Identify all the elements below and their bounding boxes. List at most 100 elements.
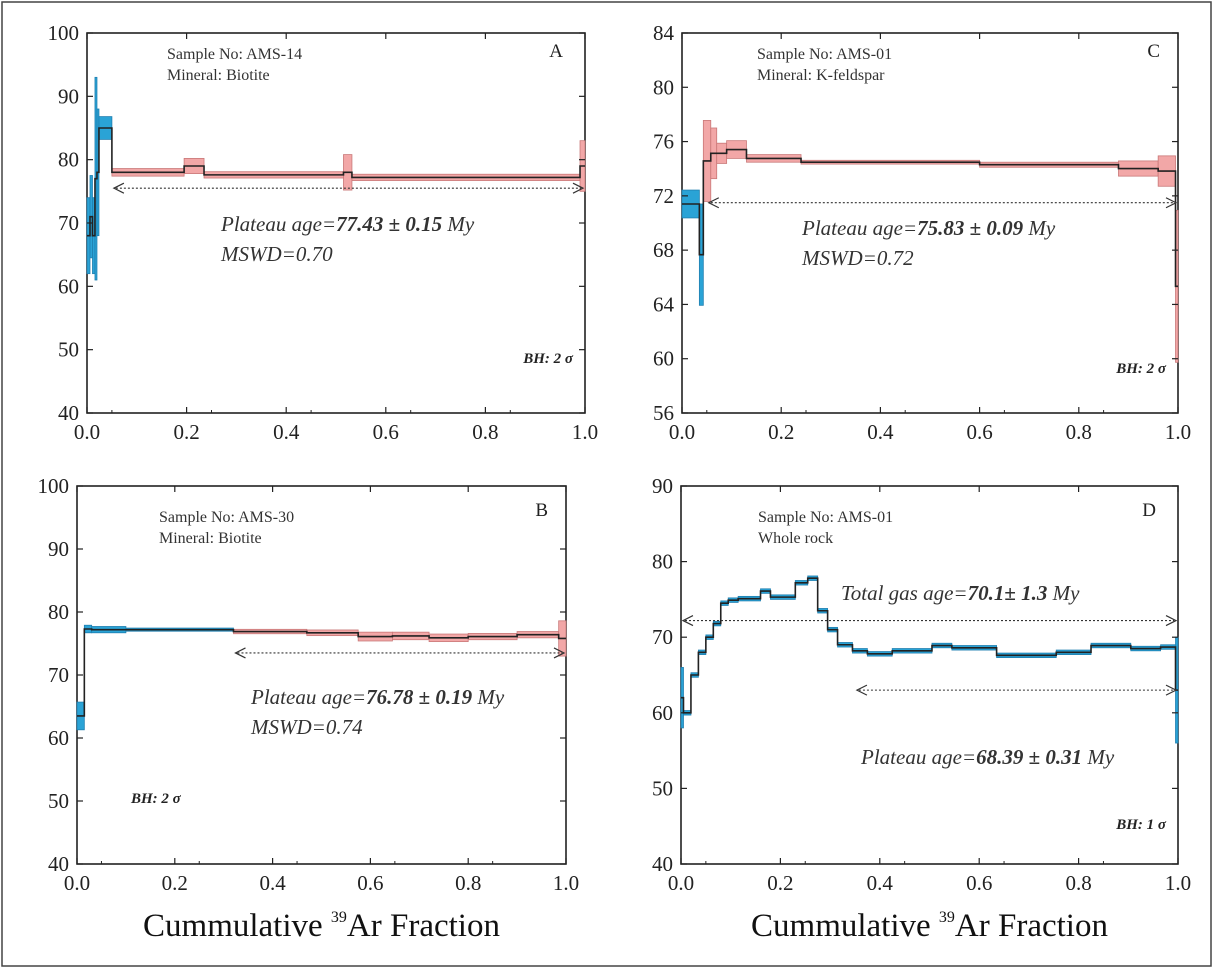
y-tick-label-d-5: 90 xyxy=(652,474,673,498)
chart-panel-d: 0.0 0.2 0.4 0.6 0.8 1.0 40 50 60 70 80 90 Sample No:… xyxy=(652,474,1191,944)
y-tick-label-c-6: 80 xyxy=(653,75,674,99)
mineral-label-d: Whole rock xyxy=(758,530,833,547)
plateau-age-c-value: 75.83 ± 0.09 xyxy=(917,216,1024,240)
plateau-arrow-c-head-left xyxy=(707,197,720,209)
plateau-age-a-prefix: Plateau age= xyxy=(220,212,336,236)
mineral-label-a: Mineral: Biotite xyxy=(167,67,270,84)
mineral-label-b: Mineral: Biotite xyxy=(159,530,262,547)
spectrum-line-b xyxy=(77,628,566,717)
y-tick-label-c-5: 76 xyxy=(653,130,674,154)
plateau-age-c-suffix: My xyxy=(1023,216,1056,240)
x-tick-label-a-2: 0.4 xyxy=(273,420,300,444)
x-tick-label-c-1: 0.2 xyxy=(768,420,794,444)
spectrum-line-a xyxy=(87,127,585,237)
x-tick-label-d-5: 1.0 xyxy=(1165,871,1191,895)
axis-ticks-d: 0.0 0.2 0.4 0.6 0.8 1.0 40 50 60 70 80 90 xyxy=(652,474,1191,895)
y-tick-label-b-3: 70 xyxy=(48,663,69,687)
plateau-arrow-c xyxy=(707,197,1178,209)
mineral-label-c: Mineral: K-feldspar xyxy=(757,67,885,84)
plateau-arrow-a xyxy=(112,182,585,194)
y-tick-label-b-5: 90 xyxy=(48,537,69,561)
panel-letter-b: B xyxy=(535,500,548,521)
plot-area-b xyxy=(76,485,567,865)
panel-letter-c: C xyxy=(1147,41,1160,62)
y-tick-label-b-1: 50 xyxy=(48,789,69,813)
panels: 0.0 0.2 0.4 0.6 0.8 1.0 40 50 60 70 80 90 100 Sample … xyxy=(38,21,1192,944)
x-tick-label-d-1: 0.2 xyxy=(767,871,793,895)
y-tick-label-d-2: 60 xyxy=(652,701,673,725)
chart-panel-a: 0.0 0.2 0.4 0.6 0.8 1.0 40 50 60 70 80 90 100 Sample … xyxy=(48,21,599,444)
x-tick-label-a-1: 0.2 xyxy=(173,420,199,444)
x-axis-label-post: Ar Fraction xyxy=(955,908,1108,944)
y-tick-label-a-3: 70 xyxy=(58,211,79,235)
bh-label-c: BH: 2 σ xyxy=(1115,361,1167,377)
x-tick-label-d-4: 0.8 xyxy=(1065,871,1091,895)
x-tick-label-d-0: 0.0 xyxy=(668,871,694,895)
bh-label-d: BH: 1 σ xyxy=(1115,817,1167,833)
plateau-age-c: Plateau age=75.83 ± 0.09 My xyxy=(801,216,1056,240)
x-tick-label-b-0: 0.0 xyxy=(64,871,90,895)
plateau-age-b: Plateau age=76.78 ± 0.19 My xyxy=(250,685,505,709)
x-axis-label-post: Ar Fraction xyxy=(347,908,500,944)
y-tick-label-a-5: 90 xyxy=(58,84,79,108)
plateau-arrow-b-head-right xyxy=(553,647,566,659)
spectrum-line-d xyxy=(681,577,1178,714)
y-tick-label-b-2: 60 xyxy=(48,726,69,750)
y-tick-label-c-1: 60 xyxy=(653,347,674,371)
plateau-age-b-value: 76.78 ± 0.19 xyxy=(366,685,473,709)
plateau-arrow-d xyxy=(855,684,1178,696)
plateau-age-d-prefix: Plateau age= xyxy=(860,745,976,769)
mswd-a: MSWD=0.70 xyxy=(220,242,333,266)
sample-label-d: Sample No: AMS-01 xyxy=(758,509,893,526)
plateau-age-a-suffix: My xyxy=(442,212,475,236)
plateau-age-b-prefix: Plateau age= xyxy=(250,685,366,709)
y-tick-label-c-7: 84 xyxy=(653,21,675,45)
total-gas-age-d-value: 70.1± 1.3 xyxy=(968,581,1048,605)
x-tick-label-c-4: 0.8 xyxy=(1066,420,1092,444)
x-tick-label-b-4: 0.8 xyxy=(455,871,481,895)
x-tick-label-b-2: 0.4 xyxy=(259,871,286,895)
plateau-arrow-a-head-right xyxy=(572,182,585,194)
x-tick-label-a-5: 1.0 xyxy=(572,420,598,444)
plateau-age-c-prefix: Plateau age= xyxy=(801,216,917,240)
y-tick-label-d-0: 40 xyxy=(652,852,673,876)
y-tick-label-c-3: 68 xyxy=(653,238,674,262)
plateau-arrow-a-head-left xyxy=(112,182,125,194)
y-tick-label-c-0: 56 xyxy=(653,401,674,425)
x-tick-label-d-3: 0.6 xyxy=(966,871,992,895)
sample-label-b: Sample No: AMS-30 xyxy=(159,509,294,526)
plateau-age-d: Plateau age=68.39 ± 0.31 My xyxy=(860,745,1115,769)
y-tick-label-b-4: 80 xyxy=(48,600,69,624)
y-tick-label-a-0: 40 xyxy=(58,401,79,425)
sample-label-a: Sample No: AMS-14 xyxy=(167,46,302,63)
y-tick-label-d-4: 80 xyxy=(652,550,673,574)
x-tick-label-b-3: 0.6 xyxy=(357,871,383,895)
x-tick-label-b-5: 1.0 xyxy=(553,871,579,895)
plateau-age-a-value: 77.43 ± 0.15 xyxy=(336,212,442,236)
x-tick-label-c-3: 0.6 xyxy=(966,420,992,444)
x-tick-label-c-2: 0.4 xyxy=(867,420,894,444)
y-tick-label-a-2: 60 xyxy=(58,274,79,298)
plateau-arrow-b-head-left xyxy=(234,647,246,659)
mswd-b: MSWD=0.74 xyxy=(250,715,363,739)
chart-panel-b: 0.0 0.2 0.4 0.6 0.8 1.0 40 50 60 70 80 90 100 Sample … xyxy=(38,474,580,944)
x-tick-label-c-5: 1.0 xyxy=(1165,420,1191,444)
plateau-age-d-suffix: My xyxy=(1082,745,1115,769)
y-tick-label-b-0: 40 xyxy=(48,852,69,876)
axis-ticks-b: 0.0 0.2 0.4 0.6 0.8 1.0 40 50 60 70 80 90 100 xyxy=(38,474,580,895)
x-axis-label-d: Cummulative 39Ar Fraction xyxy=(751,908,1108,944)
plateau-age-b-suffix: My xyxy=(472,685,505,709)
plateau-arrow-d-head-right xyxy=(1165,684,1178,696)
x-axis-label-b: Cummulative 39Ar Fraction xyxy=(143,908,500,944)
plateau-age-a: Plateau age=77.43 ± 0.15 My xyxy=(220,212,475,236)
y-tick-label-a-6: 100 xyxy=(48,21,80,45)
y-tick-label-b-6: 100 xyxy=(38,474,70,498)
x-tick-label-c-0: 0.0 xyxy=(669,420,695,444)
plateau-arrow-c-head-right xyxy=(1165,197,1178,209)
panel-letter-d: D xyxy=(1142,500,1156,521)
bh-label-b: BH: 2 σ xyxy=(130,791,182,807)
total-gas-arrow-d xyxy=(681,615,1178,627)
axis-ticks-a: 0.0 0.2 0.4 0.6 0.8 1.0 40 50 60 70 80 90 100 xyxy=(48,21,599,444)
